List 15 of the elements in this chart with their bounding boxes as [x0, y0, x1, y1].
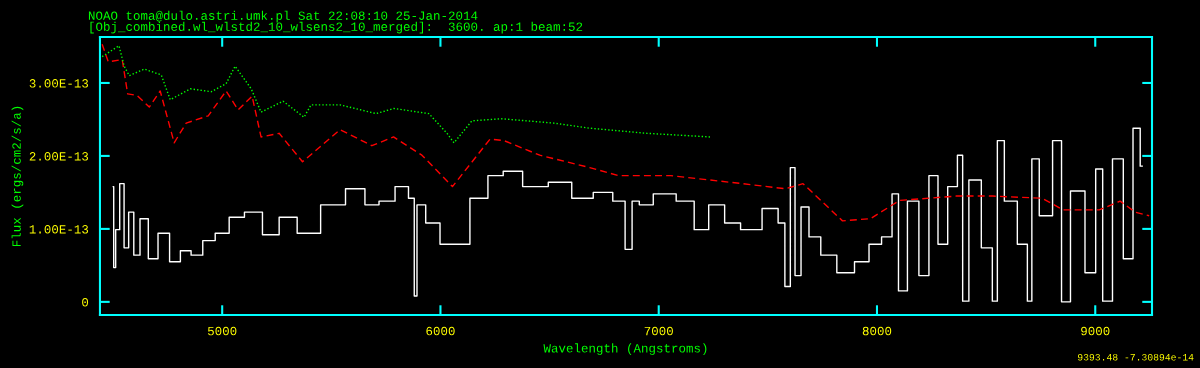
chart-subtitle: [Obj_combined.wl_wlstd2_10_wlsens2_10_merged]: 3600. ap:1 beam:52	[90, 21, 583, 34]
x-tick-label: 6000	[426, 326, 455, 336]
x-tick-label: 9000	[1081, 326, 1110, 336]
y-tick-label: 1.00E-13	[29, 225, 89, 234]
x-tick-label: 8000	[862, 326, 892, 336]
y-tick-label: 3.00E-13	[29, 79, 89, 88]
y-axis-title: Flux (ergs/cm2/s/a)	[11, 106, 24, 247]
y-tick-label: 2.00E-13	[29, 152, 89, 161]
x-tick-label: 7000	[644, 326, 673, 336]
x-tick-label: 5000	[207, 326, 237, 336]
line-series	[101, 43, 1150, 222]
line-series	[101, 45, 711, 144]
text: 9393.48 -7.30894e-14	[1077, 353, 1194, 361]
y-tick-label: 0	[82, 298, 89, 307]
x-axis-title: Wavelength (Angstroms)	[543, 343, 707, 355]
